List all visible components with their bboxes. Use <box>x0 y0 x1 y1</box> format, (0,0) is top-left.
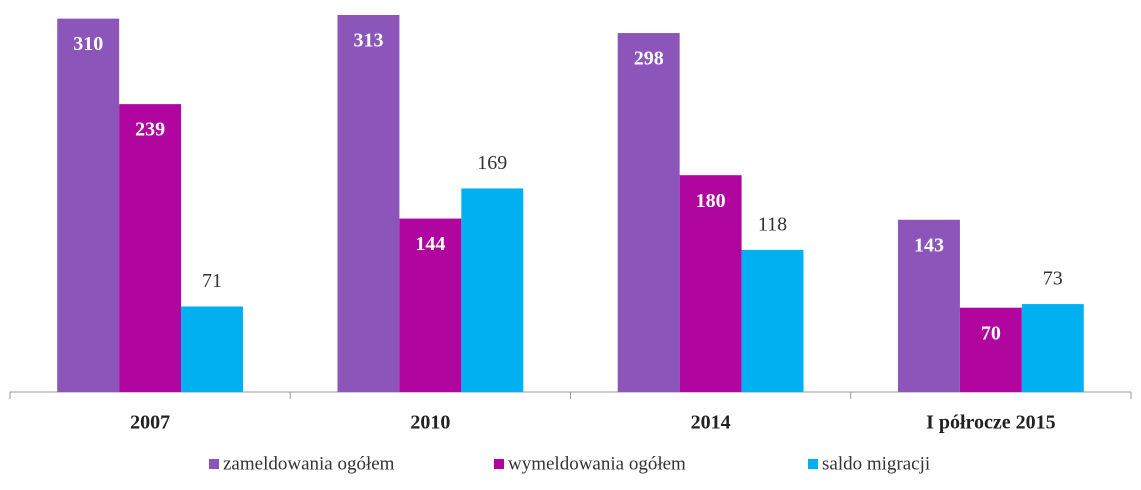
data-label: 239 <box>135 119 165 141</box>
bar <box>897 219 960 392</box>
legend-label: wymeldowania ogółem <box>508 453 686 474</box>
bar <box>337 15 400 392</box>
legend-label: saldo migracji <box>822 453 930 474</box>
data-label: 310 <box>73 33 103 55</box>
x-tick-label: 2010 <box>410 412 450 434</box>
data-label: 143 <box>914 234 944 256</box>
bar <box>399 218 462 392</box>
legend-swatch <box>209 459 219 469</box>
bar <box>461 188 524 392</box>
legend-swatch <box>808 459 818 469</box>
data-label: 180 <box>696 190 726 212</box>
bar <box>119 104 182 393</box>
data-label: 70 <box>981 322 1001 344</box>
x-tick-label: I półrocze 2015 <box>926 412 1056 434</box>
bar <box>57 18 120 393</box>
data-label: 118 <box>758 213 787 235</box>
bar <box>959 307 1022 392</box>
data-label: 313 <box>353 30 383 52</box>
x-tick-label: 2014 <box>691 412 731 434</box>
data-label: 144 <box>415 233 445 255</box>
data-label: 298 <box>634 48 664 70</box>
data-label: 73 <box>1043 268 1063 290</box>
legend-swatch <box>494 459 504 469</box>
data-label: 71 <box>202 270 222 292</box>
bar <box>679 175 742 392</box>
bar <box>617 33 680 393</box>
legend-label: zameldowania ogółem <box>223 453 395 474</box>
data-label: 169 <box>477 152 507 174</box>
bar <box>741 249 804 392</box>
x-tick-label: 2007 <box>130 412 170 434</box>
bar <box>1021 304 1084 392</box>
bar <box>181 306 244 392</box>
